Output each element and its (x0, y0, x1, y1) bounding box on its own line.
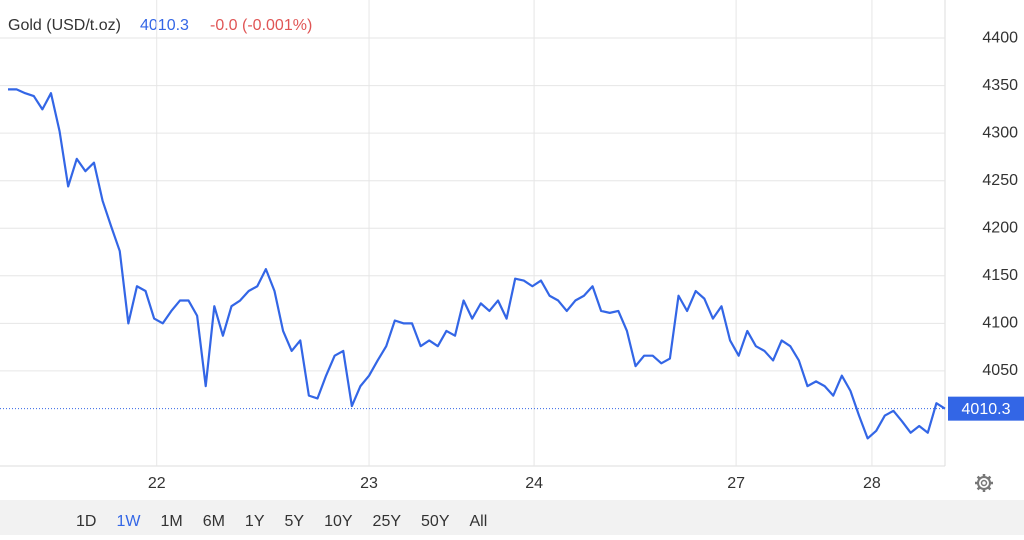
range-button[interactable]: 1M (160, 513, 182, 530)
range-button[interactable]: All (469, 513, 487, 530)
settings-icon[interactable] (975, 474, 993, 492)
range-button[interactable]: 5Y (285, 513, 305, 530)
y-tick-label: 4100 (982, 315, 1018, 332)
price-line (8, 88, 946, 440)
y-tick-label: 4300 (982, 124, 1018, 141)
x-tick-label: 24 (525, 475, 543, 492)
range-button[interactable]: 1W (116, 513, 141, 530)
range-button[interactable]: 1Y (245, 513, 265, 530)
x-tick-label: 28 (863, 475, 881, 492)
price-tag (948, 396, 1024, 421)
x-tick-label: 27 (727, 475, 745, 492)
x-tick-label: 23 (360, 475, 378, 492)
y-tick-label: 4150 (982, 267, 1018, 284)
range-button[interactable]: 10Y (324, 513, 353, 530)
price-tag-label: 4010.3 (962, 401, 1011, 418)
y-tick-label: 4050 (982, 362, 1018, 379)
price: 4010.3 (140, 17, 189, 34)
range-button[interactable]: 1D (76, 513, 96, 530)
y-tick-label: 4250 (982, 172, 1018, 189)
range-bar (0, 500, 1024, 535)
chart-title: Gold (USD/t.oz) (8, 17, 121, 34)
range-button[interactable]: 25Y (373, 513, 402, 530)
y-tick-label: 4200 (982, 219, 1018, 236)
range-button[interactable]: 6M (203, 513, 225, 530)
y-tick-label: 4400 (982, 29, 1018, 46)
change: -0.0 (-0.001%) (210, 17, 312, 34)
y-tick-label: 4350 (982, 77, 1018, 94)
range-button[interactable]: 50Y (421, 513, 450, 530)
x-tick-label: 22 (148, 475, 166, 492)
